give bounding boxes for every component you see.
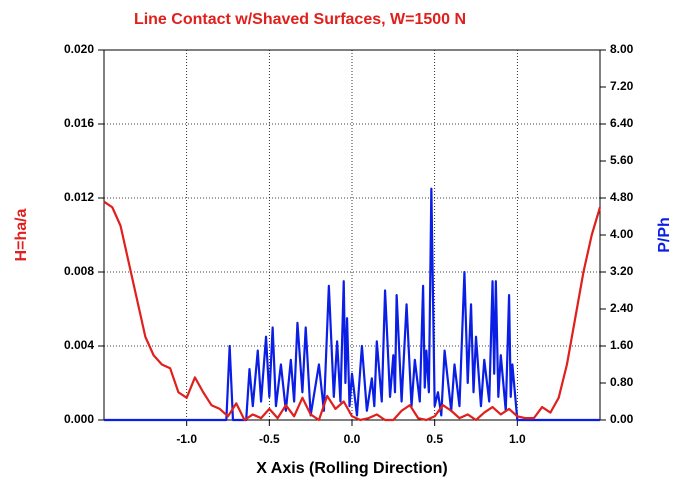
x-tick-label: -0.5: [259, 432, 280, 446]
y2-tick-label: 0.00: [610, 412, 634, 426]
y2-tick-label: 5.60: [610, 153, 634, 167]
x-tick-label: 1.0: [509, 432, 526, 446]
x-tick-label: 0.0: [344, 432, 361, 446]
y2-tick-label: 7.20: [610, 79, 634, 93]
y-tick-label: 0.020: [64, 42, 94, 56]
plot-frame: [103, 49, 601, 421]
y2-tick-label: 0.80: [610, 375, 634, 389]
x-tick-label: -1.0: [176, 432, 197, 446]
y2-tick-label: 1.60: [610, 338, 634, 352]
y-tick-label: 0.008: [64, 264, 94, 278]
y-tick-label: 0.012: [64, 190, 94, 204]
x-axis-label: X Axis (Rolling Direction): [256, 460, 447, 477]
series-line: [104, 187, 600, 422]
y2-axis-label: P/Ph: [656, 217, 673, 253]
chart-title: Line Contact w/Shaved Surfaces, W=1500 N: [134, 11, 466, 28]
y-tick-label: 0.004: [64, 338, 94, 352]
x-tick-label: 0.5: [426, 432, 443, 446]
y2-tick-label: 8.00: [610, 42, 634, 56]
y2-tick-label: 4.00: [610, 227, 634, 241]
y-tick-label: 0.016: [64, 116, 94, 130]
y-axis-label: H=ha/a: [13, 208, 30, 261]
y-tick-label: 0.000: [64, 412, 94, 426]
y2-tick-label: 3.20: [610, 264, 634, 278]
y2-tick-label: 6.40: [610, 116, 634, 130]
series-line: [103, 200, 602, 422]
y2-tick-label: 2.40: [610, 301, 634, 315]
y2-tick-label: 4.80: [610, 190, 634, 204]
